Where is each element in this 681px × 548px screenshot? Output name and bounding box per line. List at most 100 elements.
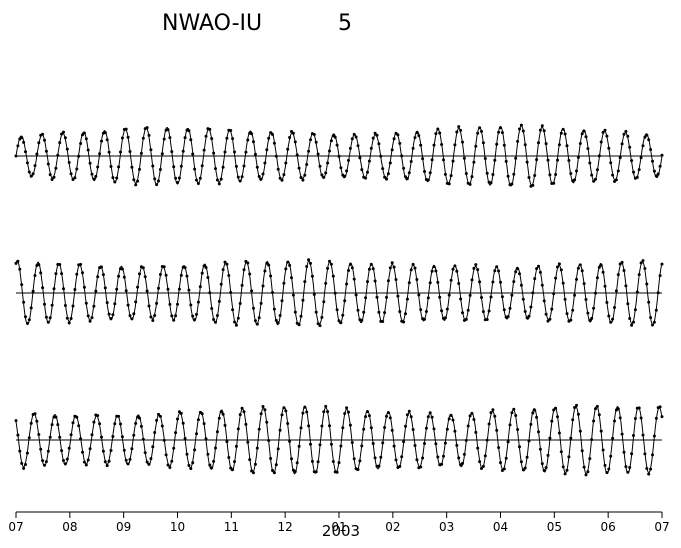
observation-point xyxy=(94,289,98,293)
observation-point xyxy=(16,259,20,263)
observation-point xyxy=(371,136,375,140)
observation-point xyxy=(198,285,202,289)
observation-point xyxy=(502,467,506,471)
observation-point xyxy=(33,164,37,168)
observation-point xyxy=(250,132,254,136)
observation-point xyxy=(284,161,288,165)
observation-point xyxy=(348,262,352,266)
observation-point xyxy=(44,460,48,464)
observation-point xyxy=(546,319,550,323)
observation-point xyxy=(470,175,474,179)
observation-point xyxy=(202,422,206,426)
observation-point xyxy=(493,158,497,162)
observation-point xyxy=(335,308,339,312)
observation-point xyxy=(386,172,390,176)
observation-point xyxy=(478,126,482,130)
observation-point xyxy=(303,173,307,177)
observation-point xyxy=(263,269,267,273)
observation-point xyxy=(468,414,472,418)
observation-point xyxy=(69,172,73,176)
observation-point xyxy=(60,132,64,136)
observation-point xyxy=(160,152,164,156)
observation-point xyxy=(252,140,255,144)
observation-point xyxy=(565,144,569,148)
observation-point xyxy=(130,165,134,169)
observation-point xyxy=(628,317,632,320)
observation-point xyxy=(510,182,514,186)
x-tick-label: 04 xyxy=(493,520,508,534)
observation-point xyxy=(259,301,263,305)
observation-point xyxy=(124,458,128,462)
observation-point xyxy=(402,440,406,444)
observation-point xyxy=(647,472,651,476)
observation-point xyxy=(326,410,330,414)
observation-point xyxy=(98,422,102,426)
observation-point xyxy=(240,283,244,287)
observation-point xyxy=(147,462,151,466)
observation-point xyxy=(75,272,79,276)
observation-point xyxy=(214,167,217,171)
observation-point xyxy=(364,296,368,300)
observation-point xyxy=(595,276,599,280)
observation-point xyxy=(512,172,516,176)
observation-point xyxy=(423,170,426,173)
observation-point xyxy=(563,132,567,136)
observation-point xyxy=(352,132,356,136)
observation-point xyxy=(100,265,103,269)
observation-point xyxy=(554,276,558,280)
observation-point xyxy=(535,415,539,419)
observation-point xyxy=(337,154,341,158)
observation-point xyxy=(151,164,155,168)
observation-point xyxy=(652,434,656,438)
observation-point xyxy=(324,171,328,175)
observation-point xyxy=(347,410,350,414)
observation-point xyxy=(101,449,105,453)
observation-point xyxy=(499,280,502,284)
observation-point xyxy=(290,457,293,461)
observation-point xyxy=(176,181,179,184)
observation-point xyxy=(624,465,628,469)
observation-point xyxy=(39,271,43,275)
observation-point xyxy=(595,168,599,172)
observation-point xyxy=(611,173,615,177)
observation-point xyxy=(100,139,103,143)
observation-point xyxy=(413,136,417,140)
observation-point xyxy=(153,177,157,181)
observation-point xyxy=(322,410,326,414)
observation-point xyxy=(77,154,81,158)
observation-point xyxy=(504,159,508,163)
observation-point xyxy=(164,273,168,277)
observation-point xyxy=(236,427,240,431)
observation-point xyxy=(443,172,447,176)
observation-point xyxy=(117,414,121,418)
observation-point xyxy=(278,314,282,317)
observation-point xyxy=(147,133,151,137)
observation-point xyxy=(423,317,426,321)
observation-point xyxy=(191,314,195,318)
observation-point xyxy=(516,267,520,271)
observation-point xyxy=(542,129,546,133)
observation-point xyxy=(537,430,540,434)
observation-point xyxy=(278,176,282,180)
observation-point xyxy=(333,291,337,295)
observation-point xyxy=(567,159,571,162)
observation-point xyxy=(187,463,191,467)
observation-point xyxy=(329,262,333,266)
observation-point xyxy=(105,301,109,305)
observation-point xyxy=(424,426,428,430)
observation-point xyxy=(449,414,453,417)
observation-point xyxy=(656,291,660,295)
observation-point xyxy=(67,321,71,325)
observation-point xyxy=(81,271,84,275)
observation-point xyxy=(388,266,392,270)
observation-point xyxy=(105,464,109,468)
observation-point xyxy=(63,136,67,140)
observation-point xyxy=(52,175,56,179)
observation-point xyxy=(253,152,257,156)
observation-point xyxy=(586,147,590,151)
observation-point xyxy=(198,176,202,180)
observation-point xyxy=(271,469,274,472)
observation-point xyxy=(366,410,369,414)
observation-point xyxy=(62,459,65,462)
observation-point xyxy=(584,298,588,301)
